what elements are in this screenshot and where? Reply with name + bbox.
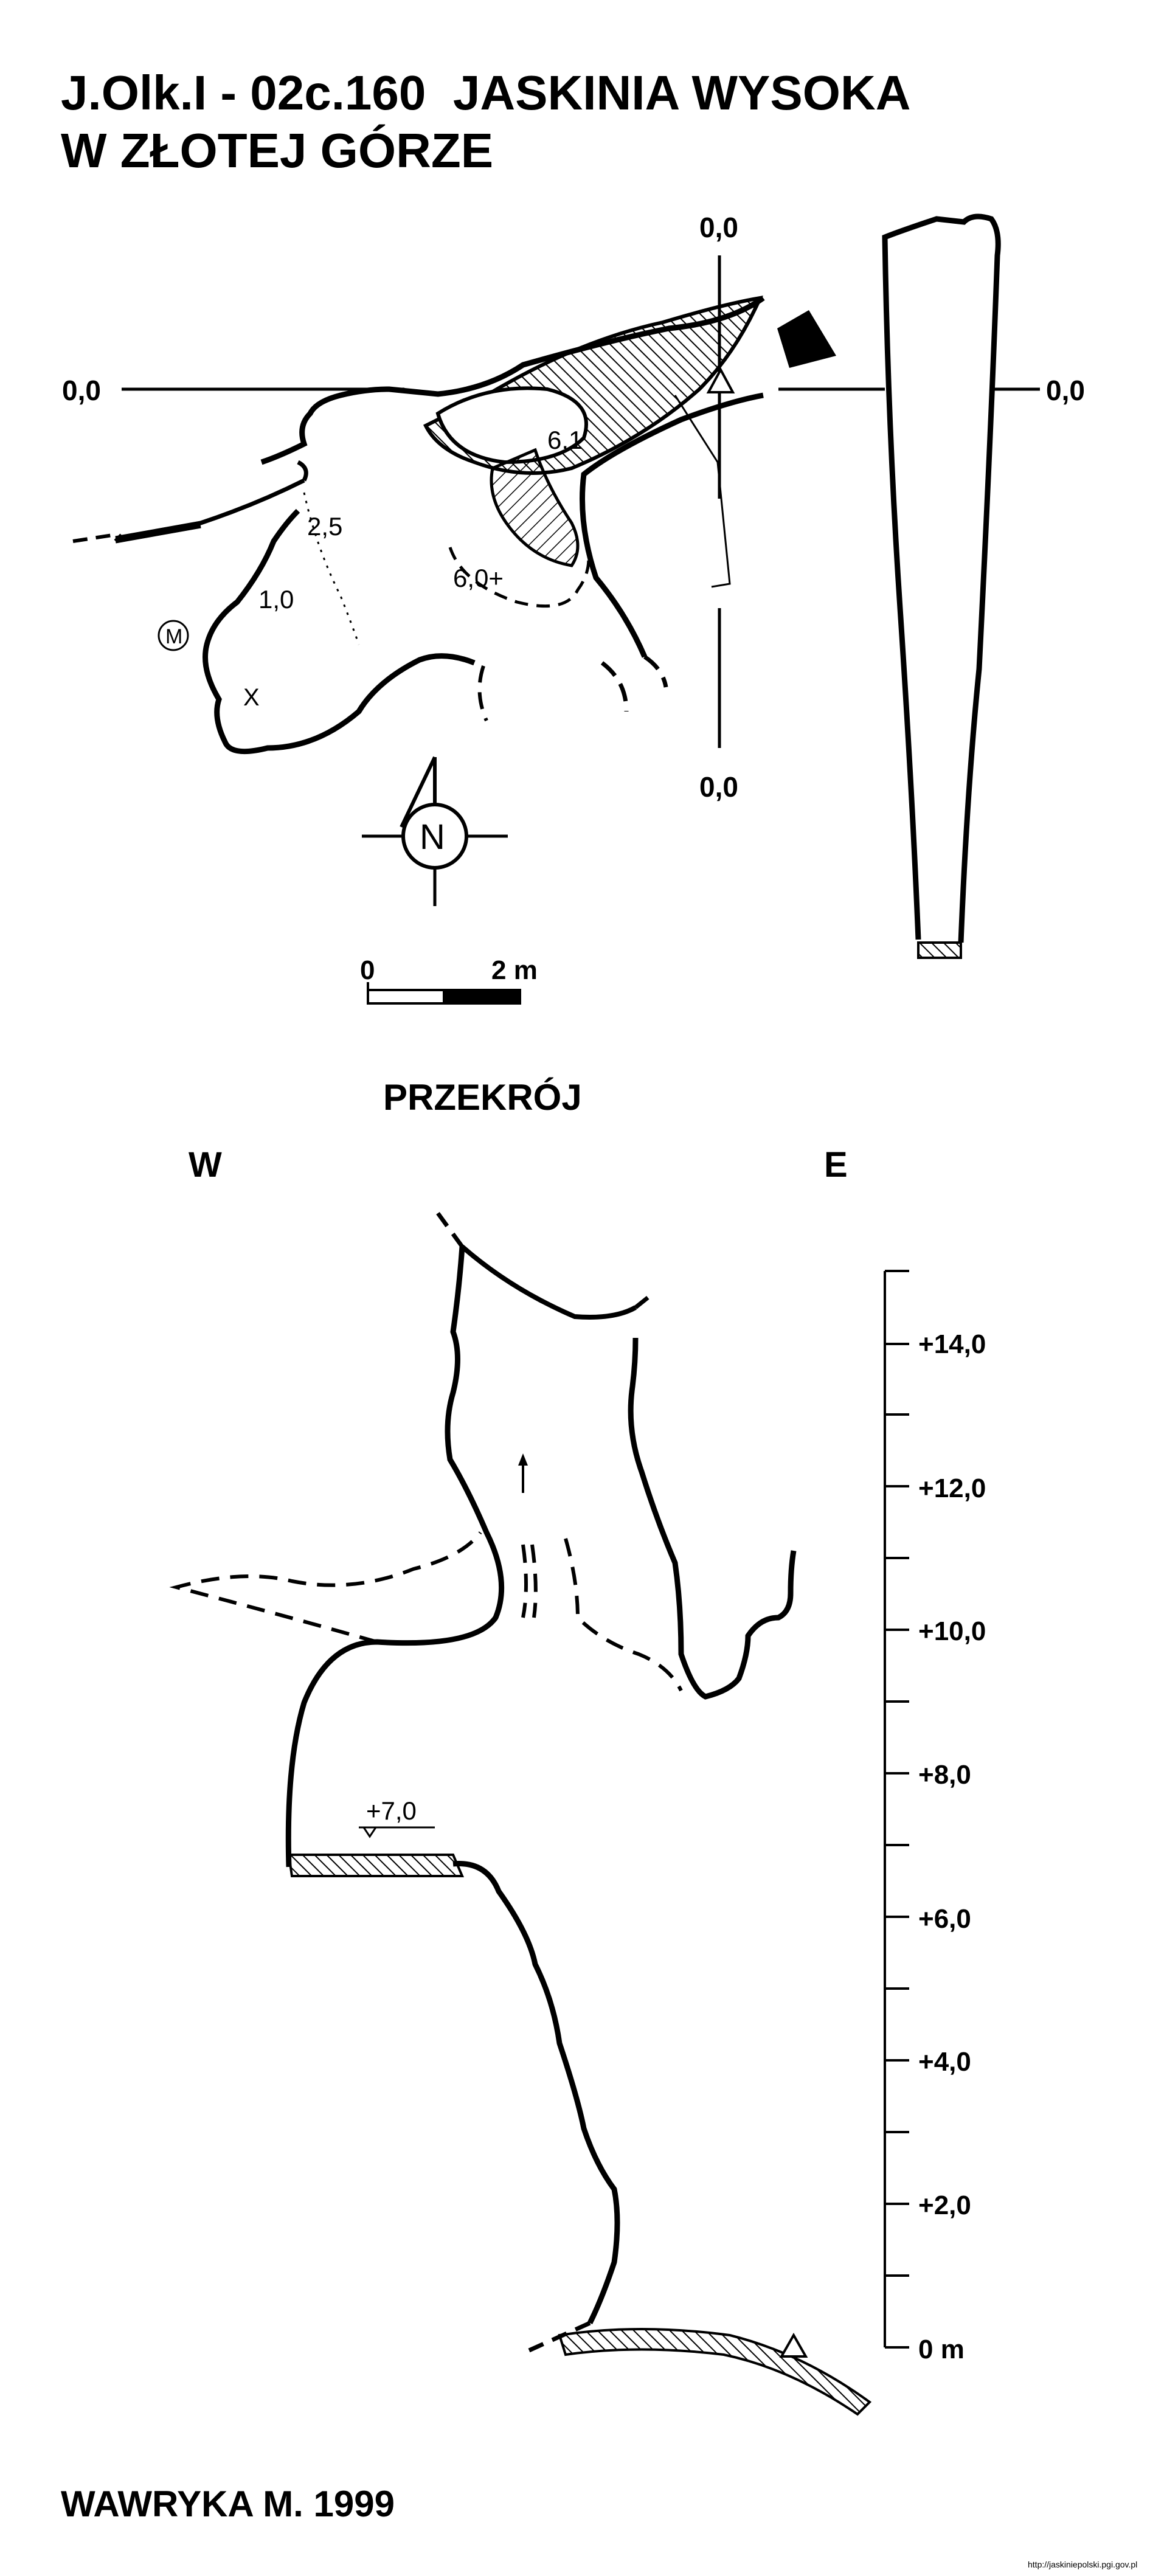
lower-right-wall bbox=[602, 657, 666, 712]
elevation-label-4: +4,0 bbox=[918, 2047, 971, 2077]
entrance-arrow-icon bbox=[777, 310, 836, 368]
datum-label-left: 0,0 bbox=[62, 375, 101, 406]
section-floor bbox=[559, 2329, 870, 2414]
survey-traverse bbox=[675, 395, 730, 587]
depth-label-61: 6,1 bbox=[547, 426, 583, 454]
section-upward-arrowhead-icon bbox=[518, 1453, 528, 1466]
left-passage-lower bbox=[73, 535, 113, 541]
elevation-label-0: 0 m bbox=[918, 2335, 965, 2364]
section-east-label: E bbox=[824, 1145, 848, 1185]
section-ledge bbox=[289, 1855, 462, 1876]
elevation-ticks bbox=[885, 1271, 909, 2347]
shaft-profile bbox=[885, 216, 998, 958]
scale-end-label: 2 m bbox=[491, 955, 538, 985]
depth-label-60: 6,0+ bbox=[453, 564, 504, 592]
depth-label-10: 1,0 bbox=[258, 585, 294, 614]
section-left-passage bbox=[176, 1532, 480, 1642]
elevation-label-12: +12,0 bbox=[918, 1473, 986, 1503]
elevation-label-6: +6,0 bbox=[918, 1904, 971, 1934]
section-west-label: W bbox=[189, 1145, 222, 1185]
title-line-1: J.Olk.I - 02c.160 JASKINIA WYSOKA bbox=[61, 66, 911, 120]
section-top-arc bbox=[462, 1247, 636, 1317]
elevation-label-8: +8,0 bbox=[918, 1760, 971, 1790]
source-url: http://jaskiniepolski.pgi.gov.pl bbox=[1028, 2560, 1137, 2569]
scale-start-label: 0 bbox=[360, 955, 375, 985]
scale-bar: 0 2 m bbox=[360, 955, 538, 1003]
section-view: PRZEKRÓJ W E +14,0 +12,0 +10,0 +8,0 +6, bbox=[176, 1077, 986, 2414]
datum-label-right: 0,0 bbox=[1046, 375, 1085, 406]
plan-view: 0,0 0,0 0,0 0,0 6,1 2,5 1,0 6,0+ M X bbox=[62, 212, 1085, 1003]
title-line-2: W ZŁOTEJ GÓRZE bbox=[61, 123, 493, 178]
section-title: PRZEKRÓJ bbox=[383, 1077, 582, 1118]
north-label: N bbox=[420, 817, 445, 857]
section-left-wall bbox=[288, 1247, 501, 1867]
datum-label-top: 0,0 bbox=[699, 212, 738, 243]
author-credit: WAWRYKA M. 1999 bbox=[61, 2484, 395, 2524]
lower-dashed-wall bbox=[480, 666, 487, 721]
north-arrow: N bbox=[362, 757, 508, 906]
level-mark-label: +7,0 bbox=[366, 1796, 417, 1825]
section-lower-wall bbox=[453, 1864, 617, 2323]
elevation-label-2: +2,0 bbox=[918, 2190, 971, 2220]
left-passage bbox=[116, 462, 306, 541]
section-top-dash-left bbox=[438, 1213, 462, 1247]
depth-label-25: 2,5 bbox=[307, 512, 342, 541]
elevation-label-14: +14,0 bbox=[918, 1329, 986, 1359]
marker-m-label: M bbox=[165, 625, 182, 648]
datum-label-bottom: 0,0 bbox=[699, 771, 738, 803]
level-mark-triangle-icon bbox=[364, 1827, 376, 1837]
section-floor-station-icon bbox=[781, 2335, 806, 2356]
section-inner-dashes bbox=[523, 1539, 681, 1691]
section-right-wall bbox=[631, 1338, 794, 1697]
marker-x-label: X bbox=[243, 684, 260, 711]
elevation-label-10: +10,0 bbox=[918, 1616, 986, 1646]
shaft-floor-hatch bbox=[918, 943, 961, 958]
section-top-dash-right bbox=[636, 1295, 651, 1307]
